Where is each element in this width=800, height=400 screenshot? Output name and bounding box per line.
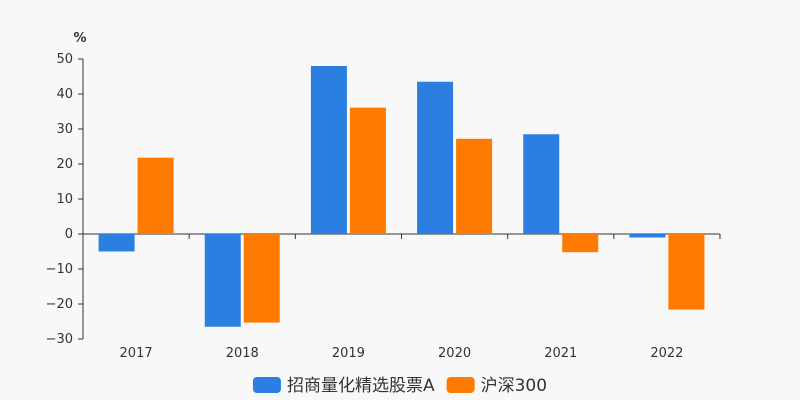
x-tick-label: 2017 [120,346,153,361]
legend-swatch [446,377,475,393]
bar-series-2 [243,234,280,323]
x-tick-label: 2020 [438,346,471,361]
y-tick-label: 40 [56,87,73,102]
y-axis-unit: % [73,31,86,46]
legend-swatch [252,377,281,393]
bar-series-1 [204,234,241,327]
bar-series-1 [629,234,666,238]
bars [98,66,705,327]
bar-series-1 [417,81,454,234]
bar-series-2 [668,234,705,310]
y-tick-label: 20 [56,157,73,172]
bar-series-2 [349,107,386,234]
bar-series-1 [98,234,135,252]
legend-item[interactable]: 招商量化精选股票A [252,376,435,396]
y-tick-label: −20 [46,297,73,312]
x-tick-label: 2022 [650,346,683,361]
x-tick-label: 2019 [332,346,365,361]
bar-series-2 [456,138,493,234]
bar-series-1 [310,66,347,234]
bar-series-2 [562,234,599,253]
y-tick-label: 30 [56,122,73,137]
y-tick-label: 50 [56,52,73,67]
y-tick-label: −30 [46,332,73,347]
bar-series-1 [523,134,560,234]
x-tick-label: 2018 [226,346,259,361]
y-axis: 50 40 30 20 10 0 −10 −20 −30 [46,52,84,347]
y-tick-label: −10 [46,262,73,277]
x-axis: 2017 2018 2019 2020 2021 2022 [82,233,721,361]
bar-series-2 [137,157,174,234]
legend-label: 沪深300 [481,376,547,396]
y-tick-label: 10 [56,192,73,207]
y-tick-label: 0 [65,227,73,242]
legend-label: 招商量化精选股票A [287,376,435,396]
legend: 招商量化精选股票A 沪深300 [252,376,547,396]
x-tick-label: 2021 [544,346,577,361]
legend-item[interactable]: 沪深300 [446,376,547,396]
